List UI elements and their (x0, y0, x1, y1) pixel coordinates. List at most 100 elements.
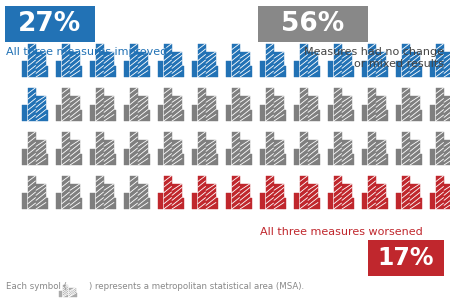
Bar (96, 132, 104, 165)
Bar (198, 44, 206, 77)
Bar (240, 140, 250, 165)
Bar (104, 184, 114, 209)
Bar (164, 132, 171, 165)
Bar (436, 132, 444, 165)
Bar (216, 66, 218, 77)
Bar (420, 198, 422, 209)
Bar (36, 184, 46, 209)
Bar (114, 154, 116, 165)
Bar (182, 110, 184, 121)
Bar (436, 88, 444, 121)
Bar (130, 88, 138, 121)
Bar (22, 149, 27, 165)
Bar (56, 193, 61, 209)
Bar (232, 88, 239, 121)
Bar (124, 193, 129, 209)
Bar (62, 44, 69, 77)
Bar (56, 61, 61, 77)
Bar (420, 66, 422, 77)
Text: 17%: 17% (378, 246, 434, 270)
Bar (36, 96, 46, 121)
Bar (90, 193, 95, 209)
Bar (232, 132, 239, 165)
Bar (36, 52, 46, 77)
Bar (318, 198, 320, 209)
Bar (22, 105, 27, 121)
Bar (172, 52, 182, 77)
Text: 27%: 27% (18, 11, 81, 37)
Bar (182, 154, 184, 165)
Bar (352, 198, 354, 209)
Bar (444, 184, 450, 209)
Bar (368, 132, 375, 165)
Bar (342, 96, 352, 121)
Bar (410, 140, 420, 165)
Bar (250, 198, 252, 209)
Bar (376, 184, 386, 209)
Bar (402, 132, 410, 165)
Bar (260, 193, 265, 209)
Text: All three measures improved: All three measures improved (6, 47, 167, 57)
Bar (240, 184, 250, 209)
Bar (216, 154, 218, 165)
Bar (362, 193, 367, 209)
Bar (130, 176, 138, 209)
Bar (444, 140, 450, 165)
Bar (5, 6, 95, 42)
Bar (192, 149, 197, 165)
Bar (63, 285, 68, 297)
Bar (138, 52, 148, 77)
Bar (96, 88, 104, 121)
Bar (80, 110, 82, 121)
Bar (226, 105, 231, 121)
Bar (430, 193, 435, 209)
Bar (334, 176, 342, 209)
Bar (114, 198, 116, 209)
Bar (62, 132, 69, 165)
Bar (56, 105, 61, 121)
Bar (266, 176, 274, 209)
Bar (402, 176, 410, 209)
Bar (334, 132, 342, 165)
Bar (274, 96, 284, 121)
Bar (46, 66, 48, 77)
Bar (260, 105, 265, 121)
Bar (164, 44, 171, 77)
Bar (386, 198, 388, 209)
Bar (300, 176, 307, 209)
Bar (206, 184, 216, 209)
Bar (198, 132, 206, 165)
Bar (368, 176, 375, 209)
Bar (232, 176, 239, 209)
Bar (28, 44, 36, 77)
Bar (430, 149, 435, 165)
Bar (80, 66, 82, 77)
Bar (130, 44, 138, 77)
Bar (328, 105, 333, 121)
Bar (46, 154, 48, 165)
Bar (308, 184, 318, 209)
Bar (352, 66, 354, 77)
Bar (396, 61, 401, 77)
Bar (62, 176, 69, 209)
Bar (420, 154, 422, 165)
Bar (274, 184, 284, 209)
Bar (172, 96, 182, 121)
Bar (138, 184, 148, 209)
Bar (46, 110, 48, 121)
Bar (402, 44, 410, 77)
Bar (158, 193, 163, 209)
Bar (192, 193, 197, 209)
Bar (362, 61, 367, 77)
Text: Each symbol (        ) represents a metropolitan statistical area (MSA).: Each symbol ( ) represents a metropolita… (6, 282, 304, 291)
Bar (172, 140, 182, 165)
Bar (420, 110, 422, 121)
Bar (258, 6, 368, 42)
Bar (148, 110, 150, 121)
Bar (396, 149, 401, 165)
Bar (250, 66, 252, 77)
Bar (266, 132, 274, 165)
Bar (158, 149, 163, 165)
Bar (284, 110, 286, 121)
Bar (386, 154, 388, 165)
